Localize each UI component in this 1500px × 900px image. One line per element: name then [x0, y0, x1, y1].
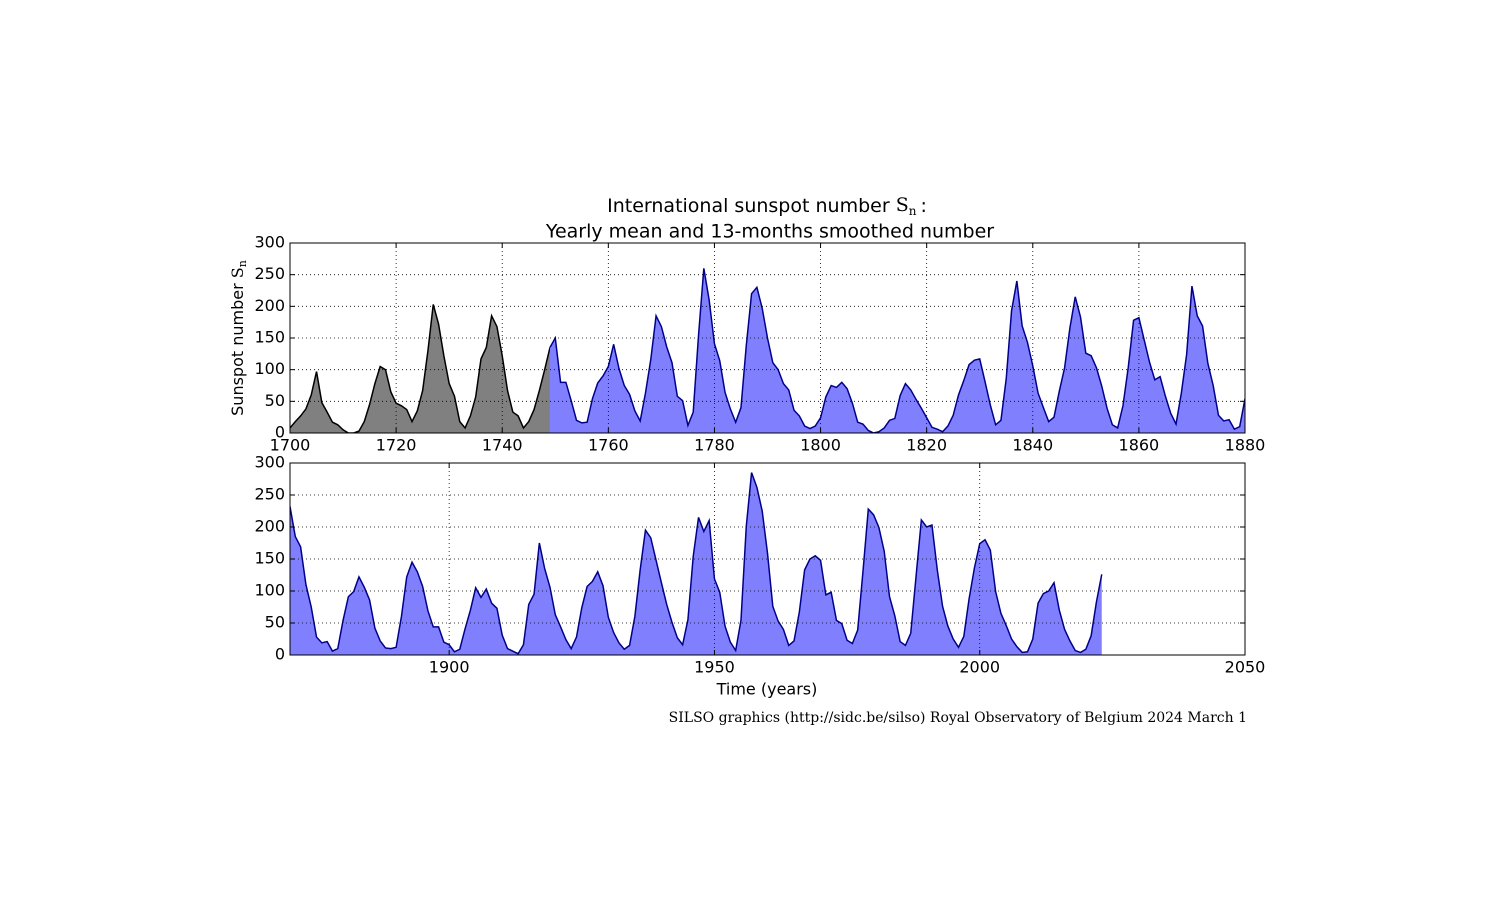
- footer-note: SILSO graphics (http://sidc.be/silso) Ro…: [669, 710, 1247, 726]
- area-line: [549, 268, 1245, 433]
- y-label-symbol-sub: n: [236, 260, 249, 267]
- x-tick-label: 1760: [588, 436, 629, 455]
- title-line: International sunspot number: [607, 195, 890, 217]
- title-symbol: S: [896, 194, 909, 216]
- title-symbol-sub: n: [909, 204, 917, 218]
- axes-frame: [289, 462, 1246, 656]
- y-tick-label: 50: [265, 613, 285, 632]
- y-tick-label: 150: [254, 549, 285, 568]
- y-label-text: Sunspot number: [228, 283, 247, 416]
- plot-area: [290, 472, 1103, 655]
- chart-subtitle: Yearly mean and 13-months smoothed numbe…: [545, 221, 994, 243]
- x-tick-label: 1740: [482, 436, 523, 455]
- plot-area: [290, 268, 1245, 433]
- title-suffix: :: [920, 195, 926, 217]
- area-fill: [290, 472, 1102, 655]
- y-tick-label: 250: [254, 264, 285, 283]
- y-tick-label: 0: [275, 645, 285, 664]
- x-tick-label: 1950: [694, 658, 735, 677]
- y-tick-label: 100: [254, 359, 285, 378]
- y-tick-label: 200: [254, 296, 285, 315]
- x-tick-label: 1780: [694, 436, 735, 455]
- x-tick-label: 2000: [959, 658, 1000, 677]
- x-tick-label: 1880: [1225, 436, 1266, 455]
- area-fill: [549, 268, 1245, 433]
- x-axis-label: Time (years): [716, 680, 818, 699]
- y-tick-label: 50: [265, 391, 285, 410]
- area-line: [290, 304, 551, 433]
- y-tick-label: 250: [254, 485, 285, 504]
- x-tick-label: 1800: [800, 436, 841, 455]
- y-tick-label: 0: [275, 423, 285, 442]
- y-tick-label: 300: [254, 453, 285, 472]
- y-axis-label: Sunspot number Sn: [228, 260, 250, 416]
- chart-title: International sunspot number Sn:: [607, 194, 927, 218]
- x-tick-label: 1840: [1012, 436, 1053, 455]
- axes-frame: [289, 242, 1246, 434]
- x-tick-label: 2050: [1225, 658, 1266, 677]
- y-tick-label: 100: [254, 581, 285, 600]
- y-label-symbol: S: [228, 267, 247, 278]
- y-tick-label: 150: [254, 328, 285, 347]
- x-tick-label: 1820: [906, 436, 947, 455]
- area-line: [290, 472, 1103, 655]
- x-tick-label: 1860: [1119, 436, 1160, 455]
- x-tick-label: 1720: [376, 436, 417, 455]
- x-tick-label: 1700: [270, 436, 311, 455]
- x-tick-label: 1900: [429, 658, 470, 677]
- y-tick-label: 300: [254, 233, 285, 252]
- area-fill: [290, 304, 550, 433]
- y-tick-label: 200: [254, 517, 285, 536]
